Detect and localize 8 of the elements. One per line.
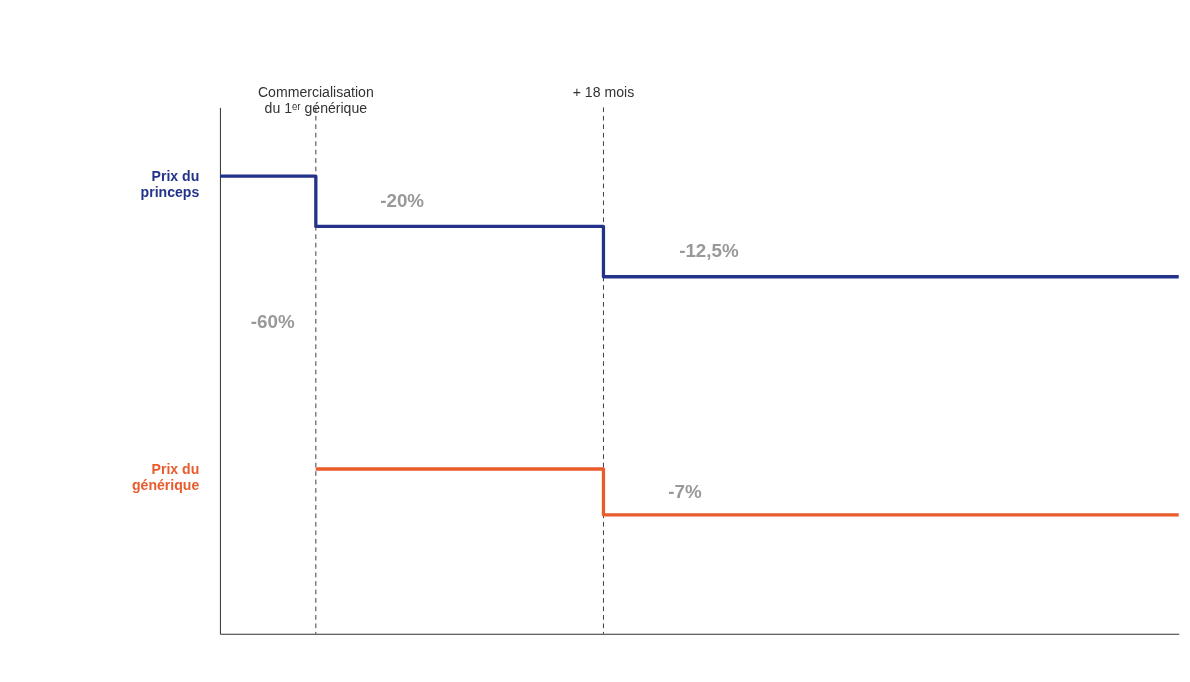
text: + 18 mois [572,84,635,101]
series-label: Prix du princeps [140,167,200,200]
annotation: -12,5% [679,240,739,262]
annotation: -7% [668,480,702,502]
text: Prix du générique [131,460,200,493]
annotation: -60% [250,311,295,333]
annotation: -20% [380,189,425,211]
text: Commercialisation du 1ᵉʳ générique [257,84,374,117]
